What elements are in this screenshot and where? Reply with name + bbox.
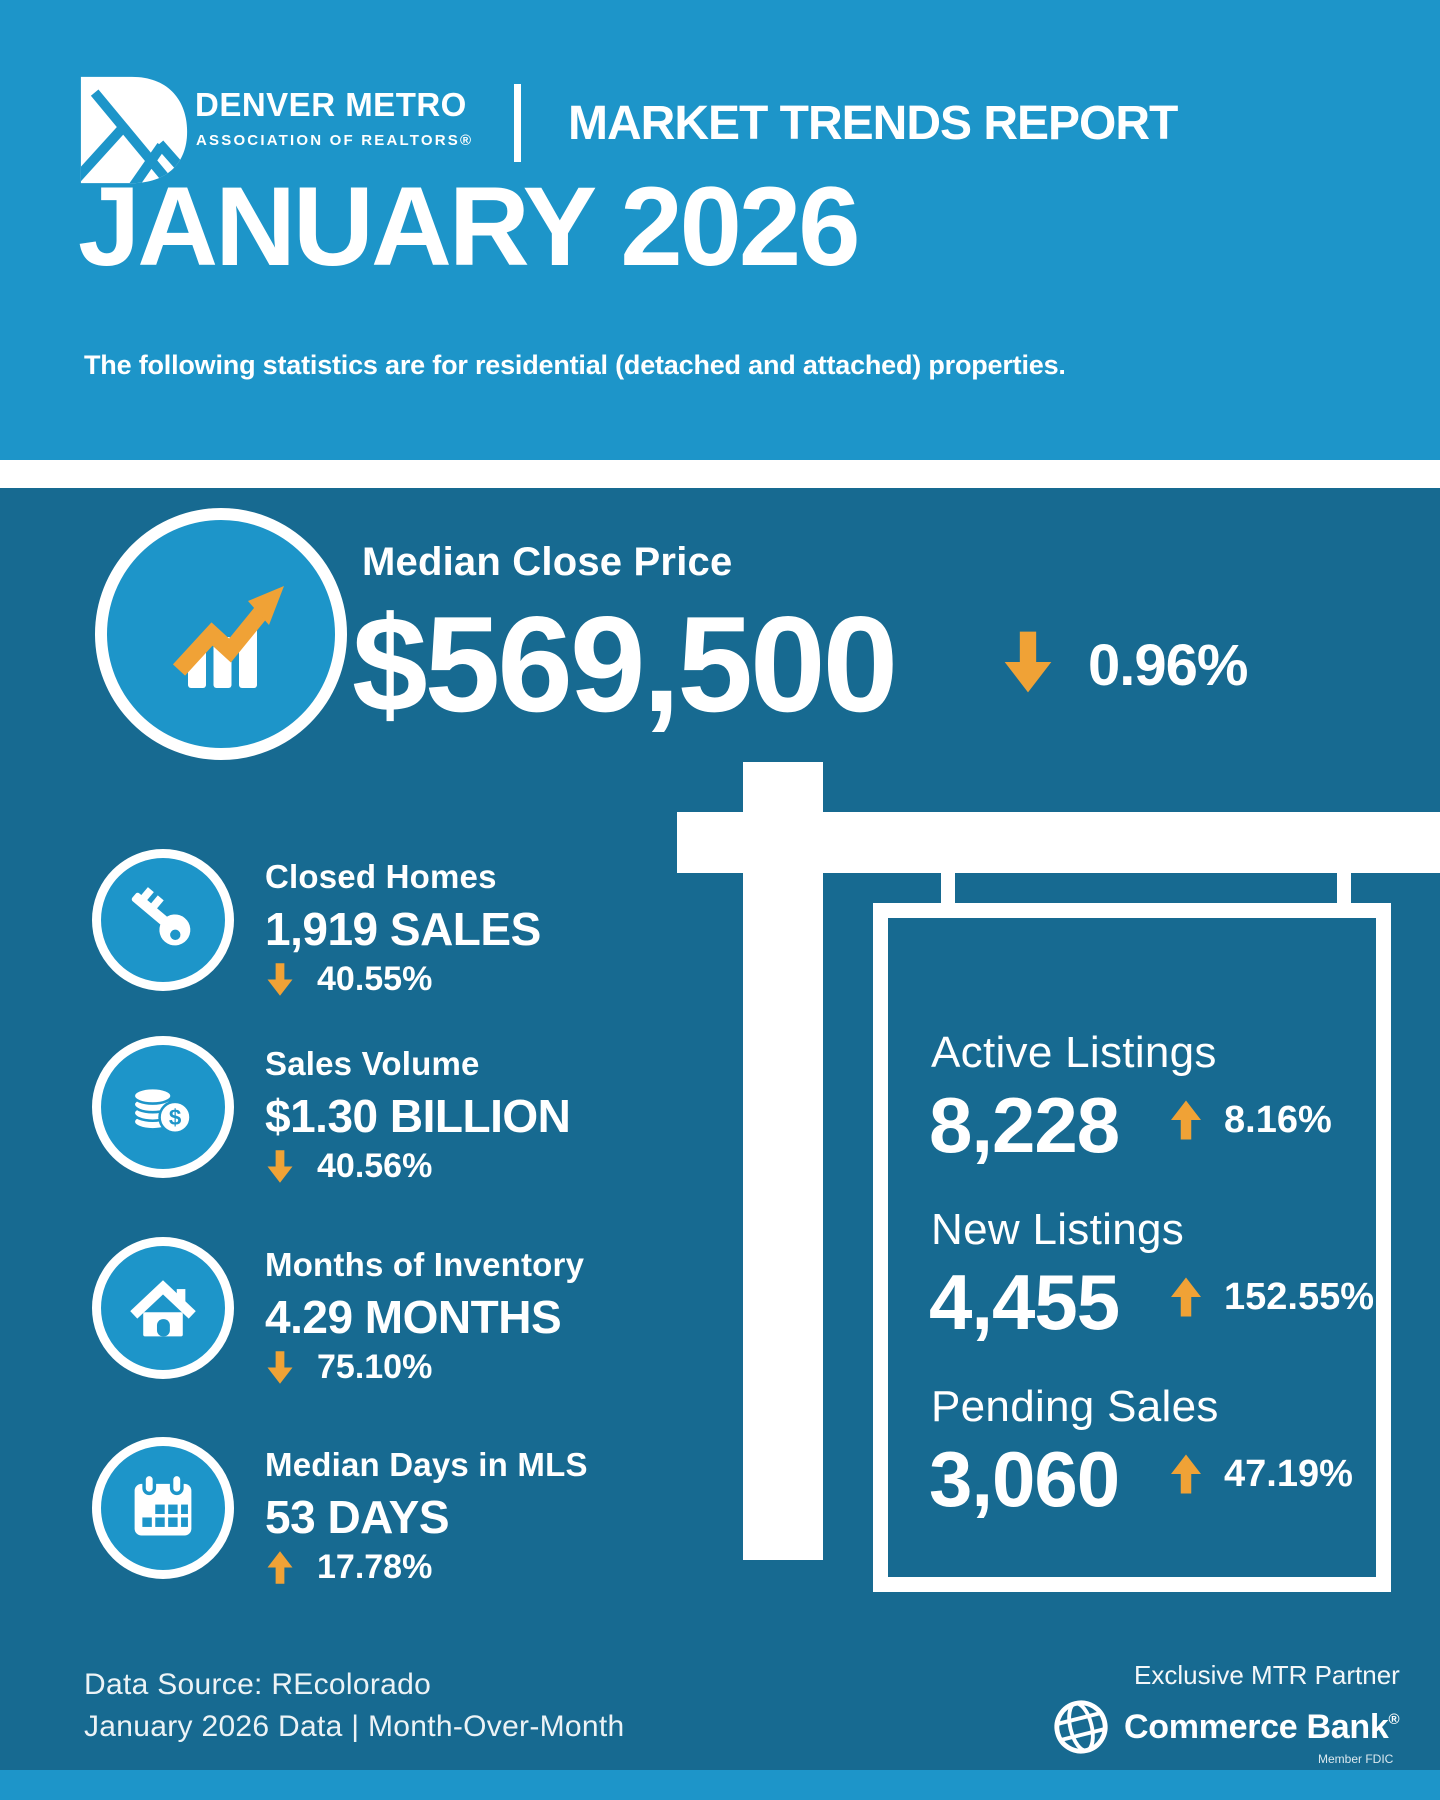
coins-icon: $ <box>132 1086 192 1135</box>
sign-item-change-value: 152.55% <box>1224 1275 1375 1318</box>
registered-mark: ® <box>1388 1711 1400 1728</box>
sign-item-label: Pending Sales <box>931 1382 1219 1431</box>
trend-chart-icon <box>172 586 284 688</box>
org-subname: ASSOCIATION OF REALTORS® <box>196 132 474 149</box>
stat-change-value: 17.78% <box>317 1548 433 1586</box>
house-icon <box>130 1280 196 1337</box>
sign-item-label: Active Listings <box>931 1028 1217 1077</box>
data-source-line2: January 2026 Data | Month-Over-Month <box>84 1710 625 1743</box>
sign-item-label: New Listings <box>931 1205 1185 1254</box>
signpost-hanger-right <box>1337 870 1351 906</box>
hero-stat-label: Median Close Price <box>362 540 733 584</box>
stat-change: 75.10% <box>265 1348 432 1387</box>
stat-value: 4.29 MONTHS <box>265 1291 562 1343</box>
up-arrow-icon <box>1171 1454 1201 1494</box>
bottom-accent-stripe <box>0 1770 1440 1800</box>
commerce-bank-logo: Commerce Bank® <box>1052 1698 1399 1756</box>
header-band: DENVER METRO ASSOCIATION OF REALTORS® MA… <box>0 0 1440 460</box>
stat-value: 1,919 SALES <box>265 903 541 955</box>
data-source-line1: Data Source: REcolorado <box>84 1668 432 1701</box>
stat-label: Sales Volume <box>265 1045 480 1082</box>
down-arrow-icon <box>267 963 293 996</box>
hero-stat-change: 0.96% <box>1000 628 1248 699</box>
sign-item-change-value: 47.19% <box>1224 1452 1353 1495</box>
up-arrow-icon <box>1171 1277 1201 1317</box>
sign-item-value: 4,455 <box>929 1258 1120 1346</box>
signpost-crossbar <box>677 812 1440 873</box>
month-title: JANUARY 2026 <box>78 164 860 289</box>
key-icon <box>131 887 191 946</box>
globe-icon <box>1054 1700 1108 1754</box>
stat-change-value: 40.55% <box>317 960 433 998</box>
signpost-hanger-left <box>941 870 955 906</box>
stat-change: 17.78% <box>265 1548 432 1587</box>
org-name: DENVER METRO <box>195 86 467 123</box>
dmar-logo-icon <box>80 76 188 184</box>
sign-item-change: 47.19% <box>1168 1452 1353 1496</box>
sign-item-value: 3,060 <box>929 1435 1120 1523</box>
svg-text:$: $ <box>169 1105 182 1130</box>
stat-label: Closed Homes <box>265 858 497 895</box>
member-fdic-label: Member FDIC <box>1318 1752 1394 1766</box>
header-divider-bar <box>514 84 521 162</box>
closed-homes-badge <box>92 849 234 991</box>
sign-item-change: 8.16% <box>1168 1098 1332 1142</box>
hero-stat-change-value: 0.96% <box>1088 633 1248 698</box>
partner-name: Commerce Bank® <box>1124 1708 1399 1747</box>
stat-change: 40.55% <box>265 960 432 999</box>
report-subtitle: The following statistics are for residen… <box>84 350 1066 380</box>
median-days-badge <box>92 1437 234 1579</box>
calendar-icon <box>134 1472 192 1536</box>
sales-volume-badge: $ <box>92 1036 234 1178</box>
partner-name-text: Commerce Bank <box>1124 1708 1389 1746</box>
median-close-price-badge <box>95 508 347 760</box>
hero-stat-value: $569,500 <box>352 588 898 740</box>
stat-change-value: 40.56% <box>317 1147 433 1185</box>
sign-item-change: 152.55% <box>1168 1275 1374 1319</box>
down-arrow-icon <box>267 1351 293 1384</box>
up-arrow-icon <box>1171 1100 1201 1140</box>
stat-label: Median Days in MLS <box>265 1446 588 1483</box>
down-arrow-icon <box>267 1150 293 1183</box>
stat-change: 40.56% <box>265 1147 432 1186</box>
stat-label: Months of Inventory <box>265 1246 585 1283</box>
stat-change-value: 75.10% <box>317 1348 433 1386</box>
months-inventory-badge <box>92 1237 234 1379</box>
sign-item-change-value: 8.16% <box>1224 1098 1332 1141</box>
down-arrow-icon <box>1004 631 1052 693</box>
sign-item-value: 8,228 <box>929 1081 1120 1169</box>
stat-value: 53 DAYS <box>265 1491 450 1543</box>
up-arrow-icon <box>267 1551 293 1584</box>
signpost-post <box>743 762 823 1560</box>
header-body-divider <box>0 460 1440 488</box>
report-title: MARKET TRENDS REPORT <box>568 97 1178 150</box>
stat-value: $1.30 BILLION <box>265 1090 571 1142</box>
partner-label: Exclusive MTR Partner <box>1134 1660 1400 1690</box>
listings-sign-board <box>873 903 1391 1592</box>
